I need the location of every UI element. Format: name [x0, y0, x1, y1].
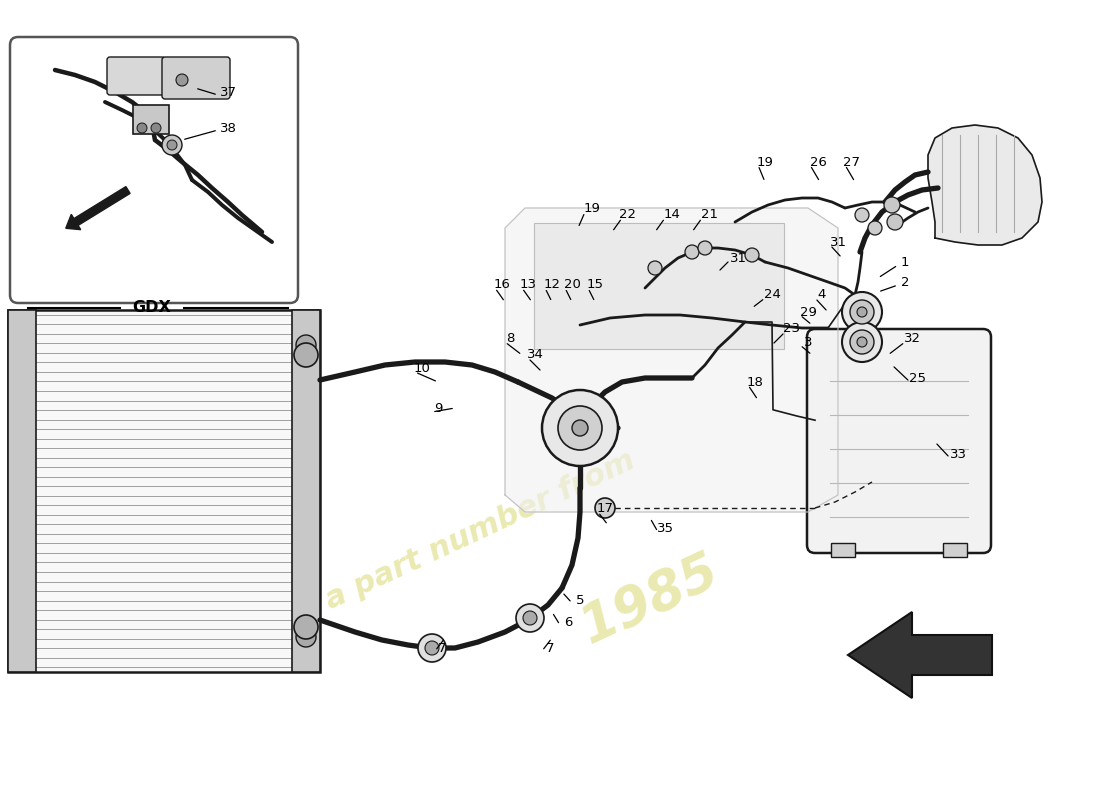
Circle shape: [151, 123, 161, 133]
FancyBboxPatch shape: [10, 37, 298, 303]
Text: 20: 20: [563, 278, 581, 291]
Circle shape: [685, 245, 698, 259]
Circle shape: [522, 611, 537, 625]
Circle shape: [294, 615, 318, 639]
Polygon shape: [855, 620, 992, 690]
Text: a part number from: a part number from: [320, 446, 639, 614]
Text: 1985: 1985: [572, 546, 727, 654]
Circle shape: [162, 135, 182, 155]
Text: 26: 26: [810, 155, 826, 169]
Text: 34: 34: [527, 349, 543, 362]
Circle shape: [842, 322, 882, 362]
Polygon shape: [848, 612, 992, 698]
Text: 19: 19: [757, 155, 773, 169]
Text: 8: 8: [506, 331, 514, 345]
Text: 29: 29: [800, 306, 816, 318]
Text: 17: 17: [596, 502, 614, 514]
Circle shape: [698, 241, 712, 255]
Circle shape: [296, 335, 316, 355]
Text: GDX: GDX: [133, 301, 172, 315]
Text: 37: 37: [220, 86, 236, 98]
FancyArrow shape: [66, 186, 130, 230]
Circle shape: [884, 197, 900, 213]
Text: 33: 33: [949, 449, 967, 462]
Text: 31: 31: [829, 235, 847, 249]
Circle shape: [745, 248, 759, 262]
Circle shape: [850, 300, 875, 324]
Circle shape: [296, 627, 316, 647]
Text: 15: 15: [586, 278, 604, 291]
Text: 23: 23: [783, 322, 801, 334]
Text: 7: 7: [438, 642, 447, 654]
FancyBboxPatch shape: [162, 57, 230, 99]
Circle shape: [138, 123, 147, 133]
Text: 12: 12: [543, 278, 561, 291]
Circle shape: [167, 140, 177, 150]
FancyBboxPatch shape: [133, 105, 169, 134]
Text: 9: 9: [433, 402, 442, 414]
Text: 3: 3: [804, 335, 812, 349]
Text: 21: 21: [702, 209, 718, 222]
Circle shape: [855, 208, 869, 222]
Circle shape: [572, 420, 588, 436]
Text: 13: 13: [519, 278, 537, 291]
Text: 18: 18: [747, 375, 763, 389]
Polygon shape: [505, 208, 838, 512]
Text: 7: 7: [546, 642, 554, 654]
FancyBboxPatch shape: [534, 223, 784, 349]
Circle shape: [595, 498, 615, 518]
Text: 5: 5: [575, 594, 584, 606]
Text: 27: 27: [844, 155, 860, 169]
Text: 22: 22: [619, 209, 637, 222]
Bar: [8, 310, 36, 672]
Bar: [830, 543, 855, 557]
Text: 31: 31: [729, 251, 747, 265]
Text: 35: 35: [657, 522, 673, 534]
Text: 32: 32: [903, 331, 921, 345]
Circle shape: [648, 261, 662, 275]
Bar: [943, 543, 967, 557]
Text: 6: 6: [564, 615, 572, 629]
Circle shape: [887, 214, 903, 230]
Circle shape: [857, 337, 867, 347]
Circle shape: [542, 390, 618, 466]
Circle shape: [516, 604, 544, 632]
Text: 38: 38: [220, 122, 236, 134]
Text: 16: 16: [494, 278, 510, 291]
Polygon shape: [928, 125, 1042, 245]
Circle shape: [850, 330, 875, 354]
Text: 19: 19: [584, 202, 601, 214]
Circle shape: [857, 307, 867, 317]
Text: 1: 1: [901, 255, 910, 269]
Text: 24: 24: [763, 289, 780, 302]
FancyBboxPatch shape: [107, 57, 165, 95]
Bar: [292, 310, 320, 672]
Circle shape: [868, 221, 882, 235]
Bar: [8, 310, 320, 672]
FancyBboxPatch shape: [807, 329, 991, 553]
Circle shape: [176, 74, 188, 86]
Text: 10: 10: [414, 362, 430, 374]
Text: 25: 25: [910, 371, 926, 385]
Circle shape: [418, 634, 446, 662]
Circle shape: [842, 292, 882, 332]
Text: 4: 4: [817, 289, 826, 302]
Circle shape: [425, 641, 439, 655]
Circle shape: [294, 343, 318, 367]
Text: 2: 2: [901, 275, 910, 289]
Text: 14: 14: [663, 209, 681, 222]
Circle shape: [558, 406, 602, 450]
